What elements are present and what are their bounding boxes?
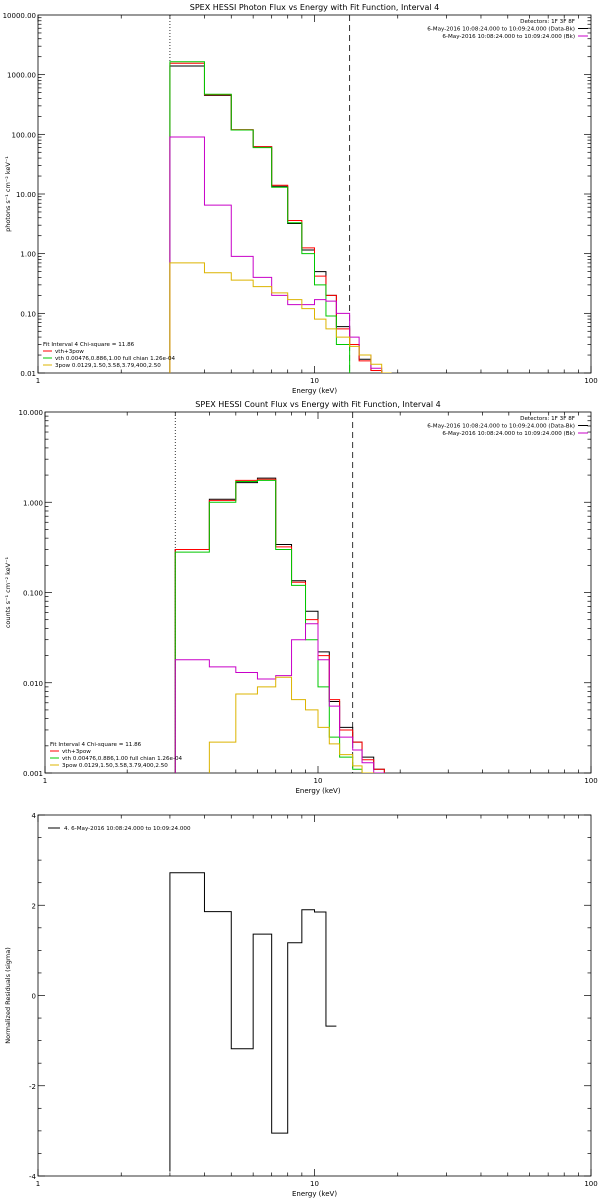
- y-tick-label: -2: [29, 1083, 36, 1091]
- legend-entry: vth 0.00476,0.886,1.00 full chian 1.26e-…: [62, 756, 183, 762]
- fit-summary: Fit Interval 4 Chi-square = 11.86: [43, 342, 135, 348]
- legend-entry: Detectors: 1F 3F 8F: [520, 416, 575, 422]
- y-tick-label: -4: [29, 1173, 37, 1181]
- legend-entry: 3pow 0.0129,1.50,3.58,3.79,400,2.50: [55, 363, 161, 369]
- series-vth-3pow: [174, 478, 395, 773]
- y-axis-label: Normalized Residuals (sigma): [4, 947, 12, 1044]
- y-tick-label: 2: [32, 902, 36, 910]
- x-axis-label: Energy (keV): [292, 387, 337, 395]
- y-tick-label: 10.00: [16, 191, 36, 199]
- y-tick-label: 0.010: [23, 680, 43, 688]
- legend-entry: Detectors: 1F 3F 8F: [520, 19, 575, 25]
- y-tick-label: 0.100: [23, 590, 43, 598]
- series-vth-3pow: [169, 62, 393, 373]
- y-tick-label: 0.001: [23, 770, 43, 778]
- series-vth: [174, 479, 395, 773]
- series-group: [169, 872, 337, 1172]
- chart-title: SPEX HESSI Count Flux vs Energy with Fit…: [195, 400, 440, 409]
- y-tick-label: 100.00: [12, 131, 37, 139]
- series-residuals: [169, 872, 337, 1172]
- series-data-bk: [169, 65, 393, 373]
- legend-entry: 6-May-2016 10:08:24.000 to 10:09:24.000 …: [427, 27, 575, 33]
- fit-summary: Fit Interval 4 Chi-square = 11.86: [50, 742, 142, 748]
- x-tick-label: 10: [310, 1180, 319, 1188]
- legend-entry: 6-May-2016 10:08:24.000 to 10:09:24.000 …: [442, 431, 575, 437]
- y-tick-label: 10000.00: [3, 12, 36, 20]
- legend-entry: vth+3pow: [62, 749, 91, 755]
- y-tick-label: 0.10: [20, 310, 36, 318]
- legend-entry: vth 0.00476,0.886,1.00 full chian 1.26e-…: [55, 356, 176, 362]
- x-axis-label: Energy (keV): [295, 787, 340, 795]
- plot-frame: [37, 814, 592, 1177]
- y-tick-label: 10.000: [19, 409, 44, 417]
- chart-title: SPEX HESSI Photon Flux vs Energy with Fi…: [190, 3, 440, 12]
- y-tick-label: 0: [32, 993, 36, 1001]
- series-bk: [169, 136, 393, 373]
- x-tick-label: 1: [36, 377, 40, 385]
- y-tick-label: 0.01: [20, 370, 36, 378]
- legend-entry: vth+3pow: [55, 349, 84, 355]
- y-tick-label: 1000.00: [7, 72, 36, 80]
- x-tick-label: 1: [43, 777, 47, 785]
- series-group: [174, 477, 395, 773]
- series-data-bk: [174, 477, 395, 773]
- legend-entry: 6-May-2016 10:08:24.000 to 10:09:24.000 …: [442, 34, 575, 40]
- y-axis-label: photons s⁻¹ cm⁻² keV⁻¹: [4, 156, 12, 232]
- y-tick-label: 4: [32, 812, 37, 820]
- series-group: [169, 61, 393, 373]
- x-tick-label: 100: [584, 777, 597, 785]
- y-tick-label: 1.00: [20, 251, 36, 259]
- x-tick-label: 10: [314, 777, 323, 785]
- legend-entry: 3pow 0.0129,1.50,3.58,3.79,400,2.50: [62, 763, 168, 769]
- legend-entry: 4. 6-May-2016 10:08:24.000 to 10:09:24.0…: [64, 826, 191, 832]
- legend-entry: 6-May-2016 10:08:24.000 to 10:09:24.000 …: [427, 424, 575, 430]
- x-tick-label: 100: [584, 377, 597, 385]
- y-tick-label: 1.000: [23, 499, 43, 507]
- x-tick-label: 10: [310, 377, 319, 385]
- x-tick-label: 100: [584, 1180, 597, 1188]
- series-bk: [174, 623, 395, 773]
- y-axis-label: counts s⁻¹ cm⁻² keV⁻¹: [4, 556, 12, 628]
- series-3pow: [169, 262, 392, 373]
- series-vth: [169, 61, 393, 373]
- series-3pow: [174, 676, 395, 773]
- x-tick-label: 1: [36, 1180, 40, 1188]
- x-axis-label: Energy (keV): [292, 1190, 337, 1198]
